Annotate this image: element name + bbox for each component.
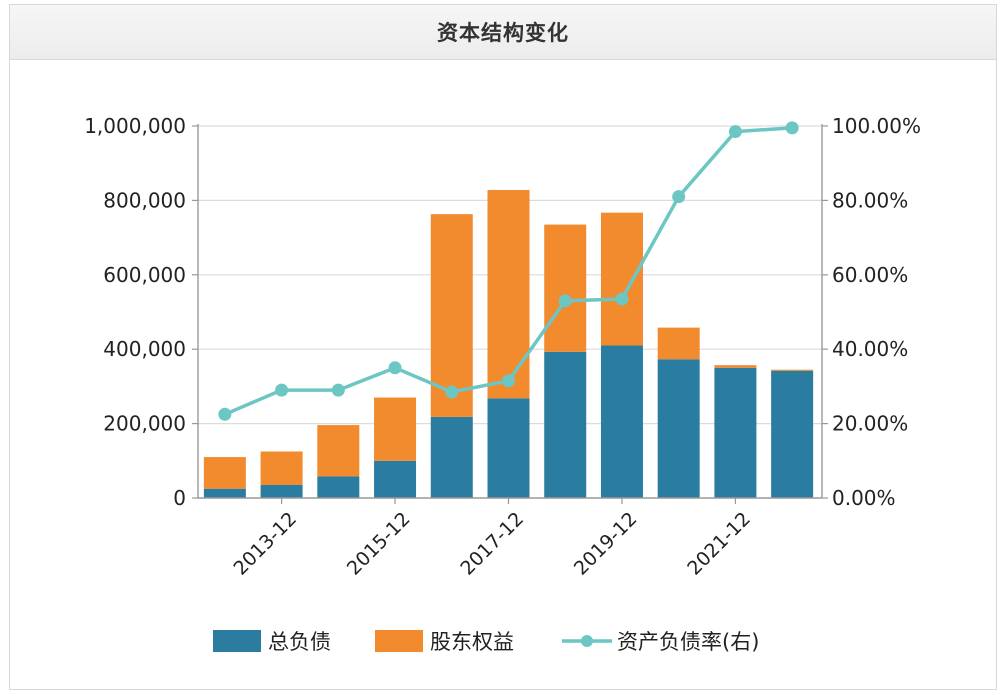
panel-header: 资本结构变化 bbox=[10, 5, 996, 60]
debt-ratio-point bbox=[728, 125, 742, 139]
bar-total-liabilities bbox=[430, 416, 473, 498]
debt-ratio-point bbox=[275, 383, 289, 397]
bar-total-liabilities bbox=[600, 345, 643, 498]
bar-total-liabilities bbox=[374, 460, 417, 498]
debt-ratio-point bbox=[785, 121, 799, 135]
bar-shareholder-equity bbox=[657, 327, 700, 360]
y-right-tick-label: 20.00% bbox=[832, 412, 908, 436]
x-tick-label: 2017-12 bbox=[456, 508, 528, 580]
y-left-tick-label: 1,000,000 bbox=[84, 114, 186, 138]
bar-shareholder-equity bbox=[600, 212, 643, 346]
y-right-tick-label: 100.00% bbox=[832, 114, 921, 138]
legend-swatch-debt-ratio-point bbox=[581, 635, 593, 647]
debt-ratio-point bbox=[558, 294, 572, 308]
legend-label-shareholder-equity: 股东权益 bbox=[430, 630, 514, 654]
debt-ratio-point bbox=[615, 292, 629, 306]
bar-shareholder-equity bbox=[317, 425, 360, 477]
bar-total-liabilities bbox=[657, 359, 700, 498]
bar-shareholder-equity bbox=[714, 365, 757, 368]
y-right-tick-label: 0.00% bbox=[832, 486, 896, 510]
bar-shareholder-equity bbox=[374, 397, 417, 461]
debt-ratio-point bbox=[331, 383, 345, 397]
y-left-tick-label: 400,000 bbox=[103, 337, 186, 361]
debt-ratio-point bbox=[218, 407, 232, 421]
bar-shareholder-equity bbox=[771, 369, 814, 371]
bar-total-liabilities bbox=[317, 476, 360, 498]
debt-ratio-point bbox=[445, 385, 459, 399]
bar-shareholder-equity bbox=[203, 457, 246, 489]
x-tick-label: 2021-12 bbox=[683, 508, 755, 580]
y-left-tick-label: 600,000 bbox=[103, 263, 186, 287]
y-left-tick-label: 800,000 bbox=[103, 188, 186, 212]
bar-shareholder-equity bbox=[487, 189, 530, 399]
chart-panel: 资本结构变化 bbox=[9, 4, 997, 690]
legend-swatch-shareholder-equity bbox=[375, 630, 423, 652]
bar-total-liabilities bbox=[203, 488, 246, 498]
bar-total-liabilities bbox=[771, 370, 814, 498]
legend-swatch-total-liabilities bbox=[213, 630, 261, 652]
legend: 总负债 股东权益 资产负债率(右) bbox=[213, 630, 759, 654]
bar-total-liabilities bbox=[260, 484, 303, 498]
x-tick-label: 2013-12 bbox=[229, 508, 301, 580]
y-left-tick-label: 200,000 bbox=[103, 412, 186, 436]
y-right-tick-label: 60.00% bbox=[832, 263, 908, 287]
bar-total-liabilities bbox=[487, 398, 530, 498]
x-tick-label: 2015-12 bbox=[343, 508, 415, 580]
legend-label-total-liabilities: 总负债 bbox=[268, 630, 331, 654]
y-right-tick-label: 40.00% bbox=[832, 337, 908, 361]
bar-total-liabilities bbox=[544, 351, 587, 498]
bar-shareholder-equity bbox=[260, 451, 303, 485]
debt-ratio-point bbox=[388, 361, 402, 375]
bar-shareholder-equity bbox=[544, 224, 587, 352]
bar-total-liabilities bbox=[714, 367, 757, 498]
y-left-tick-label: 0 bbox=[173, 486, 186, 510]
bar-shareholder-equity bbox=[430, 214, 473, 417]
legend-label-debt-ratio: 资产负债率(右) bbox=[617, 630, 759, 654]
x-tick-label: 2019-12 bbox=[570, 508, 642, 580]
debt-ratio-point bbox=[672, 190, 686, 204]
debt-ratio-point bbox=[502, 374, 515, 388]
chart-title: 资本结构变化 bbox=[437, 21, 569, 45]
y-right-tick-label: 80.00% bbox=[832, 188, 908, 212]
